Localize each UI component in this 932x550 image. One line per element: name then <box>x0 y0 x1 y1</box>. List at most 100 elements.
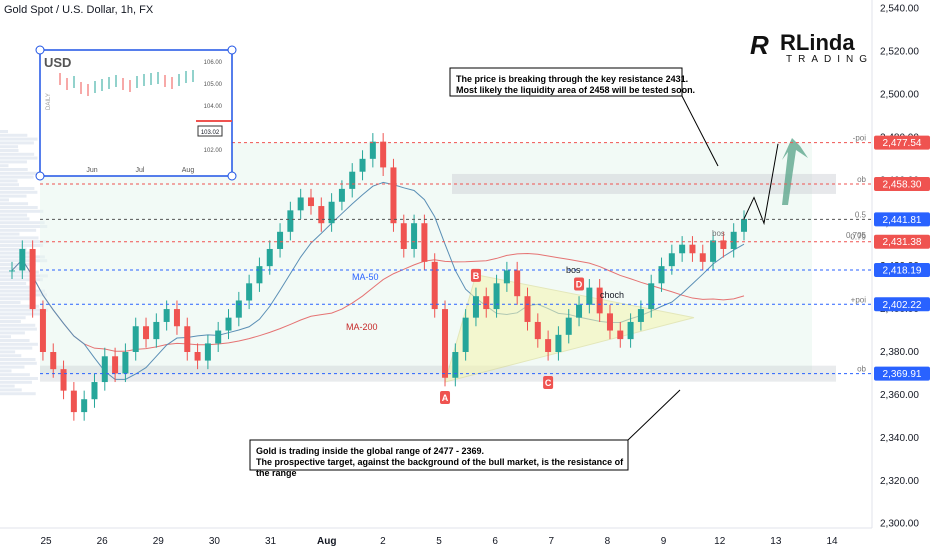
volume-profile-bar <box>0 316 26 320</box>
level-price-label: 2,477.54 <box>883 138 922 149</box>
candle-body <box>70 390 77 413</box>
level-badge <box>874 135 930 150</box>
inset-handle <box>227 171 237 181</box>
candle-body <box>668 253 675 267</box>
candle-body <box>648 283 655 310</box>
inset-tick-label: 104.00 <box>204 104 223 110</box>
pattern-point-marker <box>440 391 451 405</box>
x-tick-label: 9 <box>661 536 667 547</box>
candle-body <box>606 313 613 331</box>
candle-body <box>215 330 222 344</box>
y-tick-label: 2,340.00 <box>880 433 919 444</box>
volume-profile-bar <box>0 236 39 240</box>
candle-body <box>184 326 191 352</box>
volume-profile-bar <box>0 266 21 270</box>
candle-body <box>596 287 603 314</box>
level-tag: 0.79 <box>850 233 866 242</box>
pattern-point-label: D <box>576 279 583 289</box>
x-tick-label: 25 <box>40 536 52 547</box>
candle-body <box>225 317 232 331</box>
forecast-big-arrow <box>782 138 808 205</box>
candle-body <box>514 270 521 297</box>
candle-body <box>689 244 696 254</box>
volume-profile-bar <box>0 194 27 198</box>
candle-body <box>576 304 583 318</box>
x-tick-label: 7 <box>549 536 555 547</box>
callout-top: The price is breaking through the key re… <box>456 74 696 95</box>
candle-body <box>277 231 284 249</box>
x-tick-label: 14 <box>826 536 838 547</box>
volume-profile-bar <box>0 342 38 346</box>
candle-body <box>122 352 129 374</box>
x-tick-label: 31 <box>265 536 277 547</box>
candle-body <box>359 158 366 172</box>
x-tick-label: 29 <box>153 536 165 547</box>
level-tag: +poi <box>851 295 867 304</box>
level-price-label: 2,418.19 <box>883 266 922 277</box>
candle-body <box>679 244 686 254</box>
candle-body <box>143 326 150 340</box>
volume-profile-bar <box>0 206 38 209</box>
volume-profile-bar <box>0 152 35 156</box>
volume-profile-bar <box>0 244 44 247</box>
level-badge <box>874 297 930 312</box>
level-price-label: 2,431.38 <box>883 237 922 248</box>
candle-body <box>586 287 593 305</box>
candle-body <box>400 223 407 249</box>
choch-label: choch <box>600 290 624 300</box>
x-tick-label: 30 <box>209 536 221 547</box>
candle-body <box>493 283 500 310</box>
level-tag: ob <box>857 365 866 374</box>
volume-profile-bar <box>0 312 43 316</box>
candle-body <box>235 300 242 318</box>
x-tick-label: Aug <box>317 536 336 547</box>
candle-body <box>483 296 490 310</box>
candle-body <box>307 197 314 207</box>
x-tick-label: 2 <box>380 536 386 547</box>
volume-profile-bar <box>0 209 44 213</box>
callout-bottom-pointer <box>627 389 681 441</box>
candle-body <box>29 248 36 310</box>
candle-body <box>60 369 67 391</box>
pattern-point-label: A <box>442 393 449 403</box>
volume-profile-bar <box>0 247 27 251</box>
volume-profile-bar <box>0 133 28 137</box>
candle-body <box>132 326 139 352</box>
candle-body <box>524 296 531 322</box>
candle-body <box>617 330 624 340</box>
volume-profile-bar <box>0 282 27 285</box>
inset-month-label: Jul <box>136 167 145 174</box>
logo-initial: R <box>750 30 769 60</box>
callout-bottom: Gold is trading inside the global range … <box>256 446 624 478</box>
candle-body <box>91 382 98 400</box>
candle-body <box>472 296 479 318</box>
volume-profile-bar <box>0 198 10 202</box>
volume-profile-bar <box>0 339 30 342</box>
candle-body <box>555 334 562 352</box>
chart-title: Gold Spot / U.S. Dollar, 1h, FX <box>4 4 154 16</box>
candle-body <box>153 321 160 340</box>
volume-profile-bar <box>0 130 8 133</box>
level-badge <box>874 234 930 249</box>
volume-profile-bar <box>0 365 25 369</box>
callout-top-box <box>449 67 683 97</box>
volume-profile-bar <box>0 232 20 236</box>
volume-profile-bar <box>0 217 30 221</box>
volume-profile-bar <box>0 327 37 331</box>
forecast-path <box>743 143 779 226</box>
level-badge <box>874 366 930 381</box>
inset-handle <box>35 171 45 181</box>
inset-tick-label: 102.00 <box>204 148 223 154</box>
candle-body <box>627 321 634 340</box>
candle-body <box>442 309 449 378</box>
callout-bottom-box <box>249 439 629 471</box>
volume-profile-bar <box>0 331 25 335</box>
ob-zone-upper <box>452 173 836 194</box>
volume-profile-bar <box>0 202 29 206</box>
volume-profile-bar <box>0 289 46 293</box>
volume-profile-bar <box>0 285 31 289</box>
candle-body <box>246 283 253 301</box>
pattern-point-marker <box>470 268 481 282</box>
candle-body <box>658 266 665 284</box>
